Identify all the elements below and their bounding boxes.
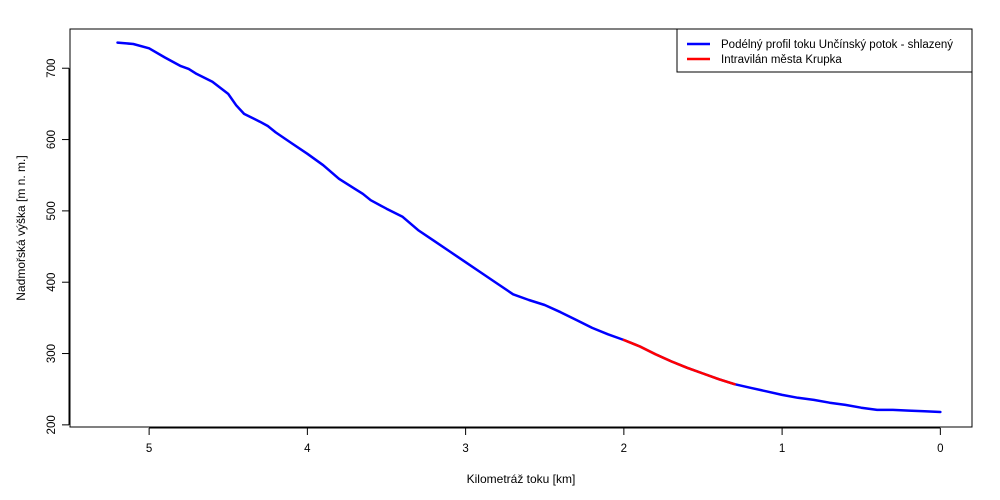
- plot-frame: [69, 28, 973, 428]
- legend-label-urban-area: Intravilán města Krupka: [721, 54, 842, 66]
- legend: Podélný profil toku Unčínský potok - shl…: [676, 28, 973, 73]
- x-tick-label: 2: [621, 443, 627, 455]
- y-tick-label: 500: [46, 201, 58, 220]
- legend-box: [676, 28, 973, 73]
- series-layer: [116, 41, 942, 414]
- y-axis-label: Nadmořská výška [m n. m.]: [14, 155, 28, 300]
- x-axis-label: Kilometráž toku [km]: [467, 472, 576, 486]
- series-line-stream-profile: [116, 41, 942, 414]
- y-tick-label: 200: [46, 415, 58, 434]
- y-tick-label: 700: [46, 59, 58, 78]
- x-axis: 5 4 3 2 1 0: [146, 427, 944, 455]
- y-tick-label: 300: [46, 344, 58, 363]
- x-tick-label: 1: [779, 443, 785, 455]
- legend-label-stream-profile: Podélný profil toku Unčínský potok - shl…: [721, 39, 953, 51]
- y-axis: 200 300 400 500 600 700: [46, 59, 70, 434]
- y-tick-label: 600: [46, 130, 58, 149]
- x-tick-label: 3: [462, 443, 468, 455]
- y-tick-label: 400: [46, 273, 58, 292]
- x-tick-label: 5: [146, 443, 152, 455]
- series-line-urban-area: [622, 338, 736, 386]
- x-tick-label: 0: [937, 443, 943, 455]
- x-tick-label: 4: [304, 443, 311, 455]
